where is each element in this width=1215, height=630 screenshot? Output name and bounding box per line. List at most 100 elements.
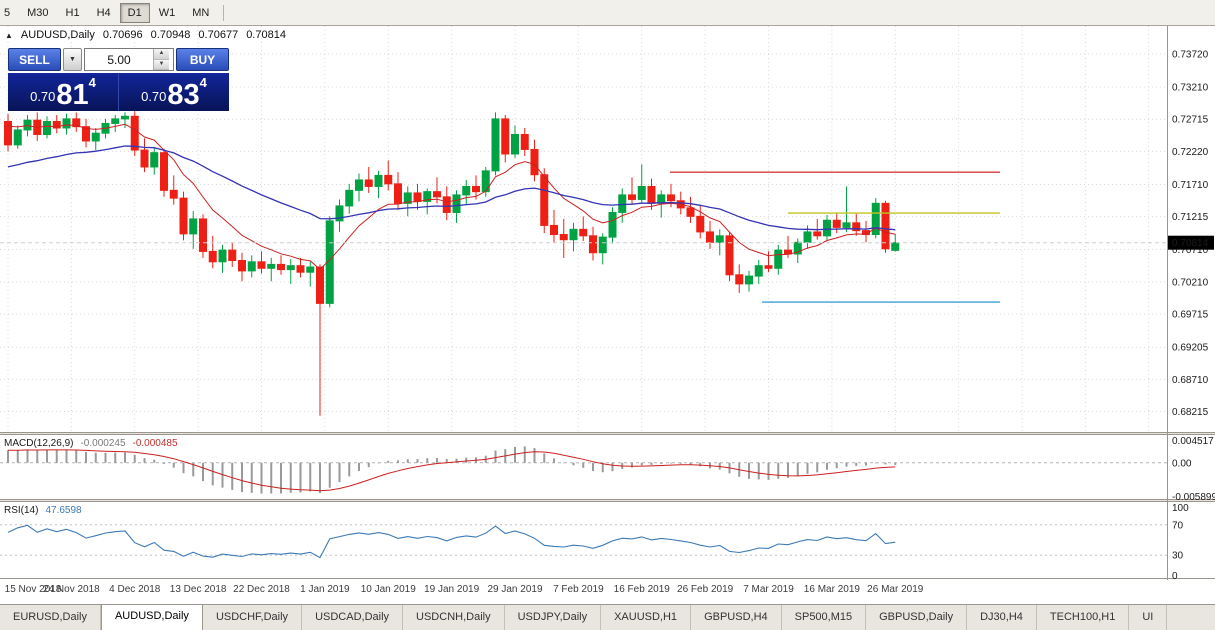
- svg-text:0.70814: 0.70814: [1172, 238, 1209, 249]
- grid: [0, 26, 1167, 432]
- svg-text:7 Feb 2019: 7 Feb 2019: [553, 584, 604, 595]
- svg-text:0.73720: 0.73720: [1172, 49, 1209, 60]
- svg-text:0.70210: 0.70210: [1172, 277, 1209, 288]
- svg-text:0.72220: 0.72220: [1172, 147, 1209, 158]
- svg-text:0.73210: 0.73210: [1172, 83, 1209, 94]
- ohlc-open: 0.70696: [102, 29, 143, 41]
- volume-field: ▲ ▼: [84, 48, 174, 71]
- ohlc-close: 0.70814: [246, 29, 286, 41]
- svg-text:10 Jan 2019: 10 Jan 2019: [361, 584, 416, 595]
- chart-tab-audusd-daily[interactable]: AUDUSD,Daily: [100, 605, 203, 630]
- trend-lines: [670, 171, 1000, 303]
- svg-text:13 Dec 2018: 13 Dec 2018: [170, 584, 227, 595]
- macd-signal-line: [8, 449, 896, 492]
- timeframe-button-m30[interactable]: M30: [27, 6, 49, 19]
- timeframe-button-5[interactable]: 5: [4, 6, 11, 19]
- toolbar-separator: [223, 4, 225, 21]
- volume-down-button[interactable]: ▼: [154, 59, 169, 70]
- ma-fast-line: [7, 123, 896, 271]
- svg-text:0.70710: 0.70710: [1172, 245, 1209, 256]
- timeframe-button-h4[interactable]: H4: [96, 6, 111, 19]
- svg-text:70: 70: [1172, 520, 1184, 531]
- svg-text:24 Nov 2018: 24 Nov 2018: [43, 584, 100, 595]
- svg-text:26 Feb 2019: 26 Feb 2019: [677, 584, 734, 595]
- svg-text:0.68710: 0.68710: [1172, 375, 1209, 386]
- rsi-label: RSI(14) 47.6598: [4, 505, 82, 516]
- volume-spinner: ▲ ▼: [153, 49, 169, 70]
- svg-text:4 Dec 2018: 4 Dec 2018: [109, 584, 161, 595]
- buy-price[interactable]: 0.70 83 4: [118, 73, 229, 111]
- ma-slow-line: [7, 145, 896, 231]
- svg-text:0: 0: [1172, 571, 1178, 582]
- svg-text:100: 100: [1172, 503, 1189, 514]
- svg-text:22 Dec 2018: 22 Dec 2018: [233, 584, 290, 595]
- timeframe-button-w1[interactable]: W1: [158, 6, 176, 19]
- chevron-down-icon: ▼: [69, 56, 76, 63]
- volume-dropdown-button[interactable]: ▼: [63, 48, 82, 71]
- svg-text:0.69205: 0.69205: [1172, 343, 1209, 354]
- macd-histogram: [7, 446, 897, 494]
- chart-tab-dj30-h4[interactable]: DJ30,H4: [967, 605, 1037, 630]
- timeframe-button-h1[interactable]: H1: [65, 6, 80, 19]
- volume-input[interactable]: [85, 49, 153, 70]
- chart-symbol: AUDUSD,Daily: [20, 29, 95, 41]
- buy-button[interactable]: BUY: [176, 48, 229, 71]
- timeframe-button-mn[interactable]: MN: [192, 6, 210, 19]
- chart-tabs: EURUSD,Daily AUDUSD,Daily USDCHF,Daily USDC…: [0, 604, 1215, 630]
- chart-window: MACD(12,26,9) -0.000245 -0.000485 RSI(14) 47…: [0, 26, 1215, 604]
- timeframe-toolbar: 5 M30 H1 H4 D1 W1 MN: [0, 0, 1215, 26]
- chart-tab-usdchf-daily[interactable]: USDCHF,Daily: [203, 605, 303, 630]
- rsi-line: [7, 524, 896, 559]
- chart-tab-gbpusd-h4[interactable]: GBPUSD,H4: [691, 605, 782, 630]
- chart-canvas[interactable]: MACD(12,26,9) -0.000245 -0.000485 RSI(14) 47…: [0, 26, 1215, 604]
- buy-price-prefix: 0.70: [141, 89, 167, 104]
- buy-price-pip: 4: [199, 75, 207, 90]
- svg-text:1 Jan 2019: 1 Jan 2019: [300, 584, 350, 595]
- sell-button[interactable]: SELL: [8, 48, 61, 71]
- price-axis[interactable]: 0.73720 0.73210 0.72715 0.72220 0.71710 0.712…: [1167, 26, 1215, 582]
- timeframe-button-d1[interactable]: D1: [119, 2, 150, 23]
- chart-tab-eurusd-daily[interactable]: EURUSD,Daily: [0, 605, 101, 630]
- trade-controls-row: SELL ▼ ▲ ▼ BUY: [8, 48, 229, 71]
- pane-divider[interactable]: [0, 499, 1215, 502]
- svg-text:0.71215: 0.71215: [1172, 212, 1209, 223]
- sell-price-prefix: 0.70: [30, 89, 56, 104]
- sell-price[interactable]: 0.70 81 4: [8, 73, 118, 111]
- chart-tab-gbpusd-daily[interactable]: GBPUSD,Daily: [866, 605, 968, 630]
- chart-tab-sp500-m15[interactable]: SP500,M15: [782, 605, 867, 630]
- chart-tab-xauusd-h1[interactable]: XAUUSD,H1: [601, 605, 692, 630]
- chart-icon: ▲: [5, 31, 13, 40]
- ohlc-low: 0.70677: [198, 29, 239, 41]
- svg-text:15 Nov 2018: 15 Nov 2018: [5, 584, 62, 595]
- buy-price-big: 83: [167, 79, 200, 112]
- svg-text:0.004517: 0.004517: [1172, 436, 1214, 447]
- pane-divider[interactable]: [0, 432, 1215, 435]
- svg-text:0.68215: 0.68215: [1172, 407, 1209, 418]
- svg-text:29 Jan 2019: 29 Jan 2019: [487, 584, 542, 595]
- svg-text:30: 30: [1172, 551, 1184, 562]
- chart-tab-ui[interactable]: UI: [1129, 605, 1168, 630]
- svg-text:0.71710: 0.71710: [1172, 180, 1209, 191]
- chart-tab-usdjpy-daily[interactable]: USDJPY,Daily: [505, 605, 602, 630]
- svg-text:19 Jan 2019: 19 Jan 2019: [424, 584, 479, 595]
- chart-tab-tech100-h1[interactable]: TECH100,H1: [1037, 605, 1130, 630]
- chart-tab-usdcnh-daily[interactable]: USDCNH,Daily: [403, 605, 505, 630]
- chart-tab-usdcad-daily[interactable]: USDCAD,Daily: [302, 605, 404, 630]
- volume-up-button[interactable]: ▲: [154, 49, 169, 60]
- chart-ohlc-header: ▲ AUDUSD,Daily 0.70696 0.70948 0.70677 0…: [5, 29, 286, 41]
- svg-text:0.00: 0.00: [1172, 458, 1192, 469]
- svg-text:26 Mar 2019: 26 Mar 2019: [867, 584, 924, 595]
- current-price-tag: [1168, 235, 1214, 250]
- candles: [4, 111, 900, 416]
- svg-text:16 Feb 2019: 16 Feb 2019: [614, 584, 671, 595]
- svg-text:7 Mar 2019: 7 Mar 2019: [743, 584, 794, 595]
- svg-text:-0.005899: -0.005899: [1172, 492, 1215, 503]
- svg-text:0.69715: 0.69715: [1172, 310, 1209, 321]
- svg-text:16 Mar 2019: 16 Mar 2019: [804, 584, 861, 595]
- bid-ask-display: 0.70 81 4 0.70 83 4: [8, 73, 229, 111]
- sell-price-big: 81: [56, 79, 89, 112]
- macd-label: MACD(12,26,9) -0.000245 -0.000485: [4, 438, 178, 449]
- sell-price-pip: 4: [88, 75, 96, 90]
